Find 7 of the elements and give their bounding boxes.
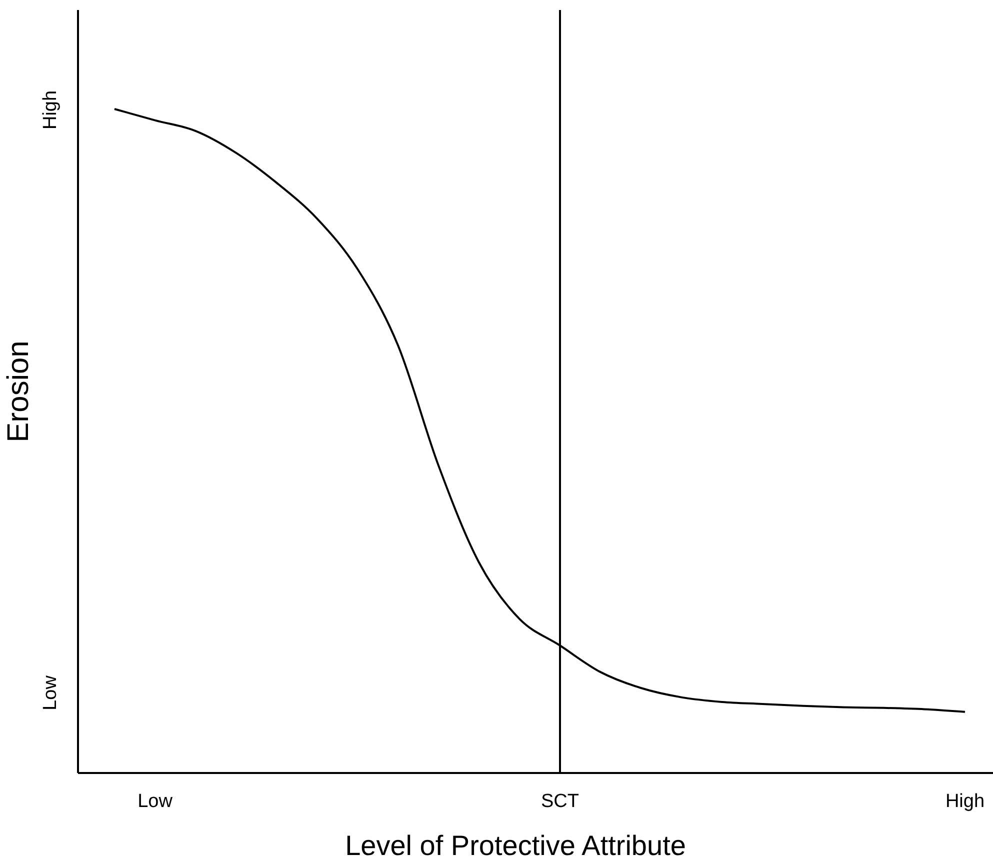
x-tick-label: High (945, 791, 985, 812)
text: Low (40, 675, 61, 710)
x-tick-label: SCT (541, 791, 580, 812)
y-axis-title: Erosion (2, 340, 35, 442)
x-axis-title: Level of Protective Attribute (345, 830, 686, 861)
text: High (40, 90, 61, 130)
x-tick-label: Low (138, 791, 173, 812)
